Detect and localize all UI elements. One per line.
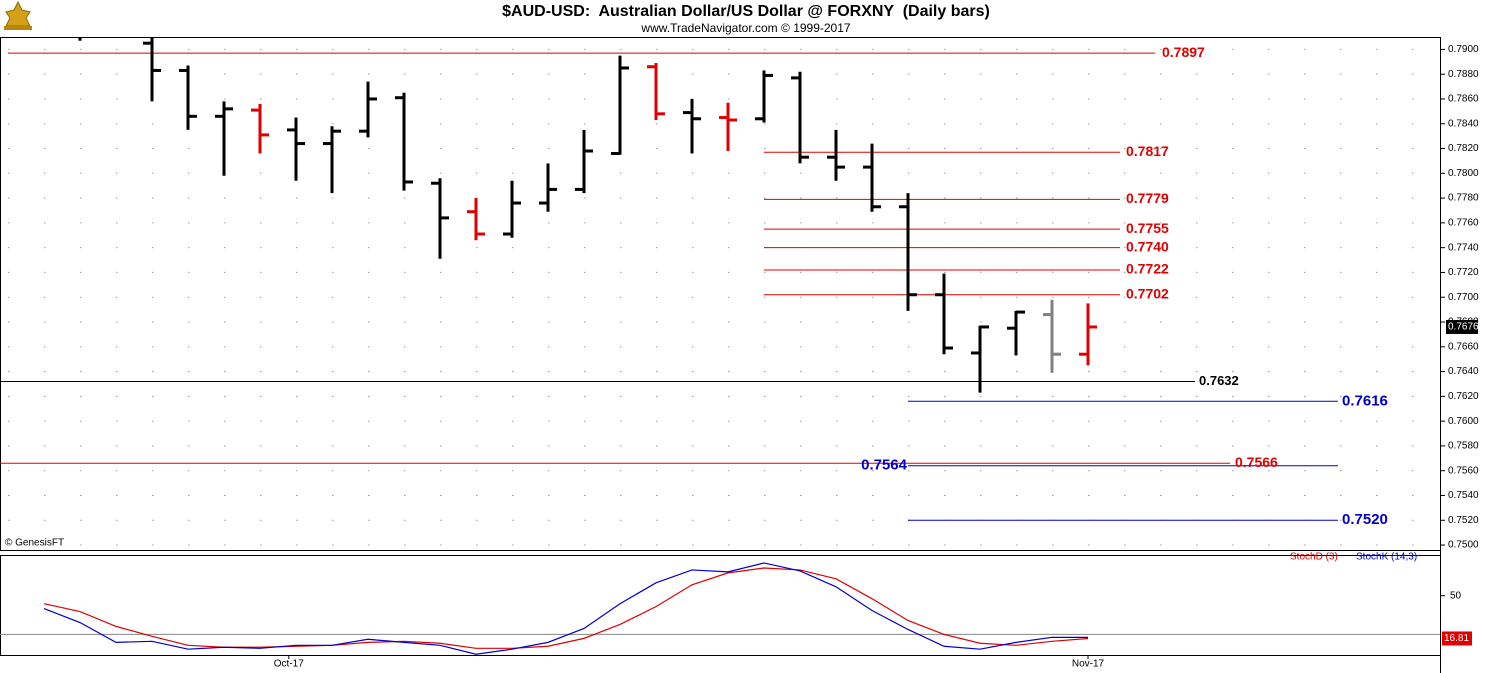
level-label: 0.7616 xyxy=(1342,392,1388,409)
y-tick-label: 0.7880 xyxy=(1448,69,1479,80)
last-price-label: 0.7676 xyxy=(1448,322,1479,333)
logo xyxy=(4,0,32,30)
y-tick-label: 0.7520 xyxy=(1448,515,1479,526)
y-tick-label: 0.7800 xyxy=(1448,168,1479,179)
y-tick-label: 0.7700 xyxy=(1448,292,1479,303)
level-label: 0.7564 xyxy=(861,457,908,474)
watermark: © GenesisFT xyxy=(5,538,64,549)
level-label: 0.7520 xyxy=(1342,511,1388,528)
indicator-line xyxy=(43,567,1089,649)
y-tick-label: 0.7540 xyxy=(1448,490,1479,501)
y-tick-label: 0.7820 xyxy=(1448,143,1479,154)
chart-title: $AUD-USD: Australian Dollar/US Dollar @ … xyxy=(502,3,990,20)
y-tick-label: 0.7500 xyxy=(1448,540,1479,551)
level-label: 0.7755 xyxy=(1126,220,1169,236)
y-tick-label: 0.7560 xyxy=(1448,465,1479,476)
y-tick-label: 0.7660 xyxy=(1448,341,1479,352)
y-tick-label: 0.7860 xyxy=(1448,94,1479,105)
level-label: 0.7779 xyxy=(1126,190,1169,206)
y-tick-label: 50 xyxy=(1450,590,1462,601)
level-label: 0.7722 xyxy=(1126,261,1169,277)
x-tick-label: Oct-17 xyxy=(274,659,304,670)
level-label: 0.7740 xyxy=(1126,238,1169,254)
indicator-line xyxy=(43,562,1088,655)
last-value-label: 16.81 xyxy=(1444,633,1469,644)
y-tick-label: 0.7720 xyxy=(1448,267,1479,278)
legend-label: StochD (3) xyxy=(1290,552,1338,563)
y-tick-label: 0.7760 xyxy=(1448,218,1479,229)
y-tick-label: 0.7840 xyxy=(1448,118,1479,129)
y-tick-label: 0.7900 xyxy=(1448,44,1479,55)
level-label: 0.7566 xyxy=(1235,454,1278,470)
y-tick-label: 0.7620 xyxy=(1448,391,1479,402)
y-tick-label: 0.7600 xyxy=(1448,416,1479,427)
last-value-box xyxy=(1442,631,1472,646)
x-tick-label: Nov-17 xyxy=(1072,659,1105,670)
level-label: 0.7702 xyxy=(1126,285,1169,301)
level-label: 0.7632 xyxy=(1199,373,1239,388)
level-label: 0.7817 xyxy=(1126,143,1169,159)
y-tick-label: 0.7740 xyxy=(1448,242,1479,253)
y-tick-label: 0.7640 xyxy=(1448,366,1479,377)
chart-subtitle: www.TradeNavigator.com © 1999-2017 xyxy=(640,21,850,35)
y-tick-label: 0.7580 xyxy=(1448,441,1479,452)
level-label: 0.7897 xyxy=(1162,44,1205,60)
last-price-box xyxy=(1446,319,1478,334)
y-tick-label: 0.7780 xyxy=(1448,193,1479,204)
legend-label: StochK (14,3) xyxy=(1356,552,1417,563)
